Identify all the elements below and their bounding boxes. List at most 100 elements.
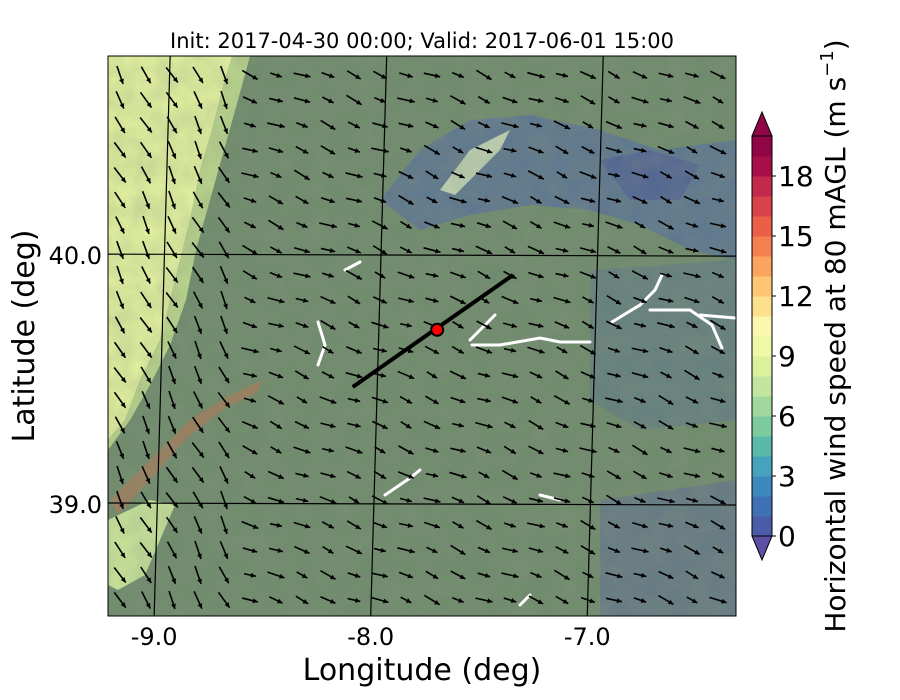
wind-vector <box>346 520 362 530</box>
wind-vector <box>295 595 309 605</box>
wind-vector <box>320 247 336 253</box>
wind-vector <box>685 247 699 253</box>
plot-frame <box>107 55 737 617</box>
wind-vector <box>397 271 415 279</box>
wind-vector <box>581 320 595 330</box>
wind-vector <box>398 170 414 180</box>
colorbar-tick-label-6: 18 <box>778 160 814 193</box>
wind-vector <box>476 446 492 454</box>
wind-vector <box>503 322 517 328</box>
wind-vector <box>397 471 415 479</box>
wind-vector <box>449 295 467 305</box>
wind-vector <box>449 271 467 279</box>
wind-vector <box>399 497 413 503</box>
wind-vector <box>477 121 491 129</box>
wind-vector <box>478 471 490 479</box>
wind-vector <box>267 496 285 504</box>
wind-vector <box>451 422 465 428</box>
colorbar-segment-13 <box>752 256 772 277</box>
wind-vector <box>556 346 568 354</box>
wind-vector <box>450 396 466 404</box>
wind-vector <box>504 246 516 254</box>
wind-vector <box>168 390 176 410</box>
wind-vector <box>475 245 493 255</box>
wind-vector <box>116 265 124 285</box>
wind-vector <box>686 321 698 329</box>
wind-vector <box>114 541 126 559</box>
wind-vector <box>218 141 230 159</box>
wind-vector <box>193 515 203 535</box>
wind-vector <box>555 72 569 78</box>
colorbar-segment-0 <box>752 516 772 537</box>
wind-vector <box>685 396 699 404</box>
wind-vector <box>140 66 152 84</box>
wind-vector <box>269 420 283 430</box>
wind-vector <box>320 145 336 155</box>
wind-vector <box>293 272 311 279</box>
wind-vector <box>168 190 176 210</box>
wind-vector <box>555 96 569 104</box>
wind-vector <box>296 121 308 129</box>
wind-vector <box>607 70 621 80</box>
colorbar-tick-label-0: 0 <box>778 520 796 553</box>
wind-vector <box>115 440 125 460</box>
wind-vector <box>528 547 544 554</box>
wind-vector <box>293 246 311 254</box>
wind-vector <box>241 420 259 430</box>
wind-vector <box>711 447 725 453</box>
wind-vector <box>607 246 621 254</box>
wind-vector <box>658 522 674 528</box>
wind-vector <box>165 516 179 534</box>
wind-vector <box>634 496 646 504</box>
y-tick-label-0: 39.0 <box>49 491 102 519</box>
wind-vector <box>633 420 647 430</box>
wind-vector <box>398 122 414 129</box>
wind-vector <box>371 420 389 430</box>
wind-vector <box>579 271 597 279</box>
wind-vector <box>659 171 673 179</box>
wind-vector <box>268 195 284 205</box>
wind-vector <box>295 472 309 478</box>
wind-vector <box>345 371 363 379</box>
grid-line-lon-2 <box>586 55 604 617</box>
wind-vector <box>241 69 259 81</box>
wind-vector <box>319 396 337 404</box>
wind-vector <box>320 295 336 305</box>
wind-vector <box>631 444 649 456</box>
wind-vector <box>321 447 335 453</box>
wind-vector <box>399 322 413 328</box>
wind-vector <box>553 569 571 581</box>
wind-vector <box>398 194 414 206</box>
wind-vector <box>685 497 699 503</box>
colorbar-segment-18 <box>752 156 772 177</box>
wind-vector <box>710 397 726 404</box>
wind-vector <box>372 347 388 353</box>
wind-vector <box>295 145 309 155</box>
wind-vector <box>242 96 258 104</box>
wind-vector <box>608 96 620 104</box>
wind-vector <box>501 122 519 129</box>
wind-vector <box>423 72 441 79</box>
wind-vector <box>373 547 387 553</box>
wind-vector <box>218 566 230 584</box>
wind-vector <box>633 470 647 480</box>
wind-vector <box>527 170 545 180</box>
wind-vector <box>321 521 335 529</box>
wind-vector <box>527 522 545 529</box>
wind-vector <box>191 266 205 284</box>
wind-vector <box>166 441 178 459</box>
wind-vector <box>268 371 284 379</box>
wind-vector <box>346 246 362 254</box>
wind-vector <box>503 347 517 353</box>
wind-vector <box>634 221 646 229</box>
wind-vector <box>242 244 258 256</box>
wind-vector <box>711 295 725 305</box>
wind-vector <box>555 145 569 155</box>
colorbar-segment-14 <box>752 236 772 257</box>
wind-vector <box>241 172 259 179</box>
wind-vector <box>321 371 335 379</box>
wind-vector <box>605 597 623 604</box>
wind-vector <box>193 91 203 109</box>
wind-vector <box>686 146 698 154</box>
